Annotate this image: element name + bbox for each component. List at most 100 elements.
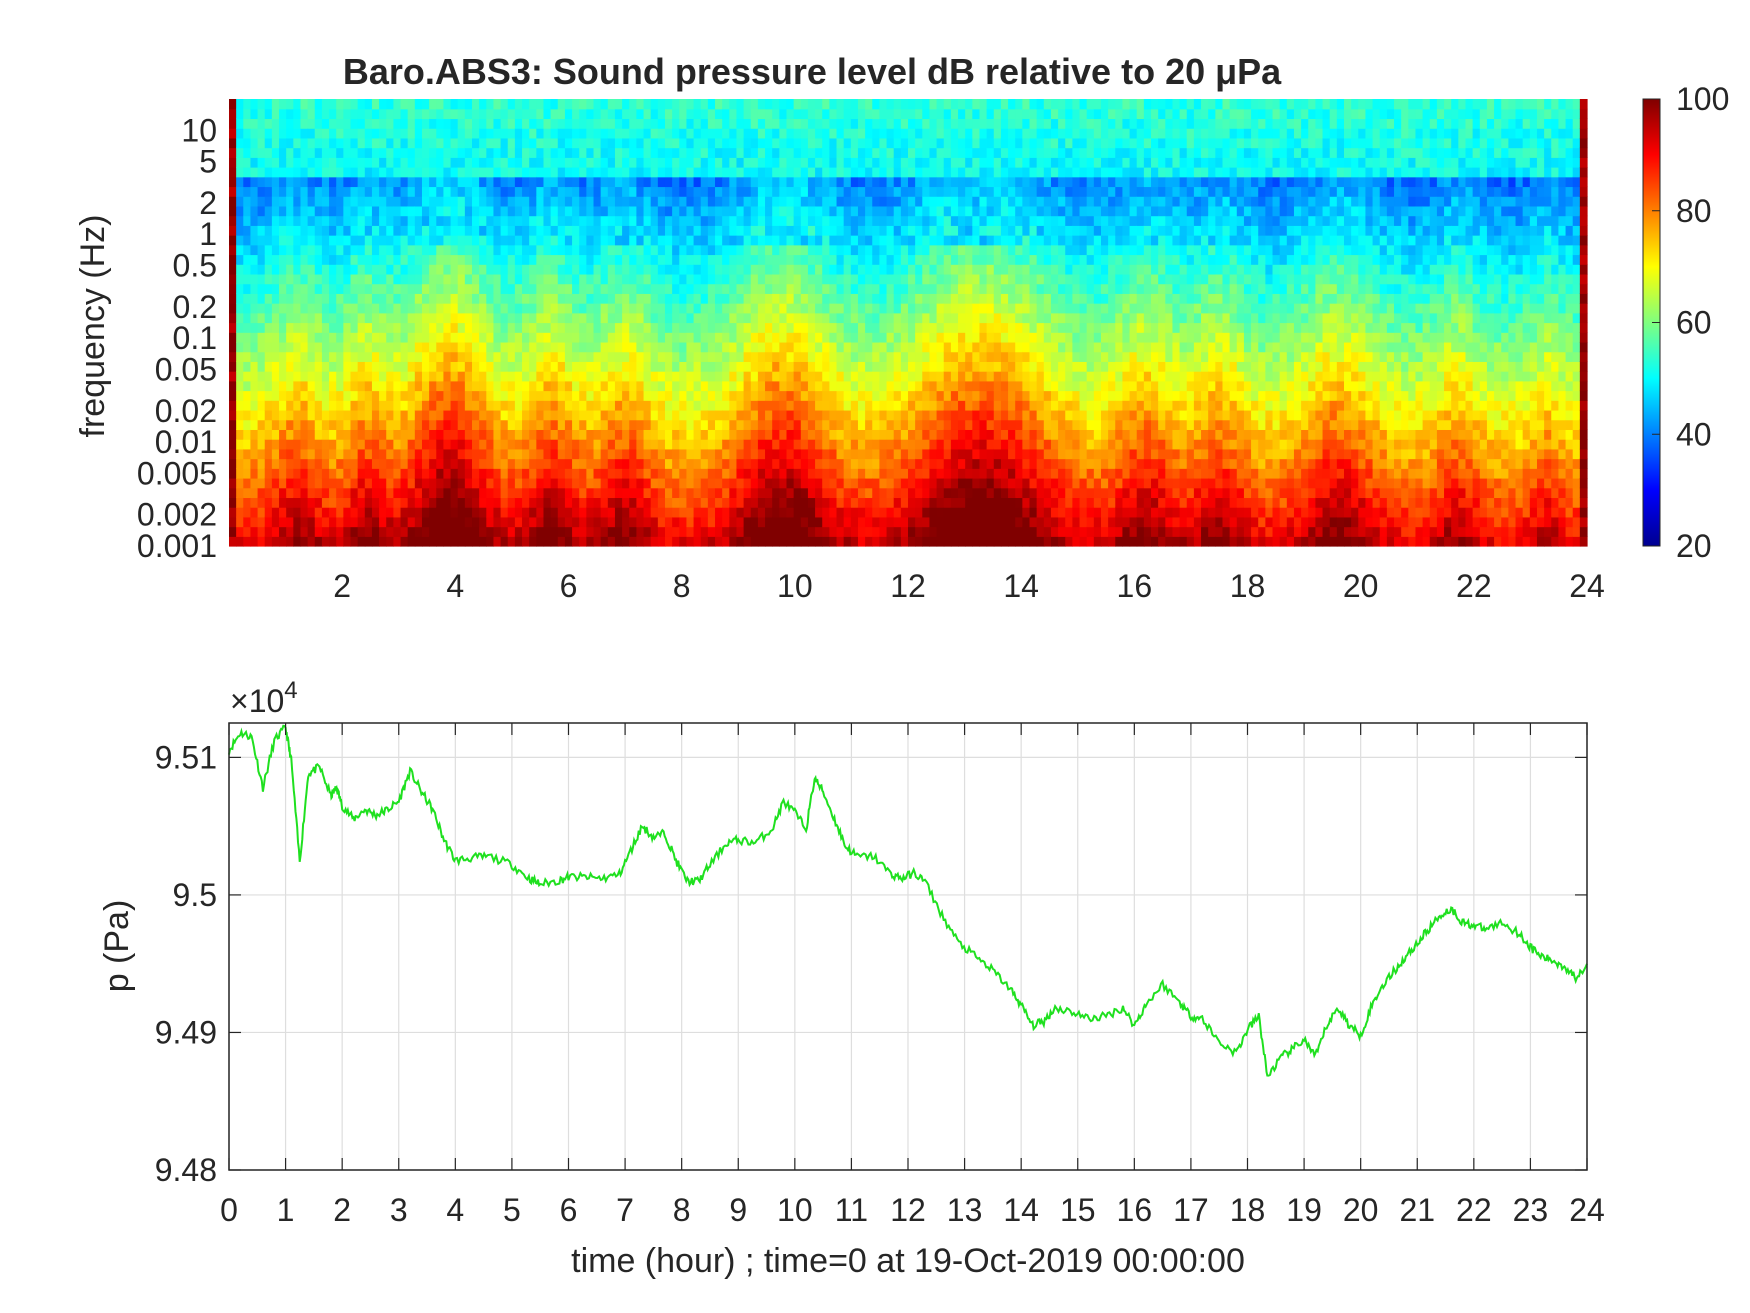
spectrogram-cell bbox=[672, 332, 680, 343]
spectrogram-cell bbox=[779, 128, 788, 139]
spectrogram-cell bbox=[786, 361, 795, 372]
spectrogram-cell bbox=[522, 225, 530, 236]
spectrogram-cell bbox=[729, 507, 738, 518]
spectrogram-cell bbox=[908, 536, 916, 547]
spectrogram-cell bbox=[443, 497, 452, 508]
spectrogram-cell bbox=[557, 254, 566, 265]
spectrogram-cell bbox=[429, 429, 437, 440]
spectrogram-cell bbox=[264, 157, 273, 168]
spectrogram-cell bbox=[364, 137, 373, 149]
spectrogram-cell bbox=[765, 186, 773, 197]
spectrogram-cell bbox=[622, 264, 630, 275]
spectrogram-cell bbox=[807, 409, 816, 421]
spectrogram-cell bbox=[936, 458, 945, 469]
spectrogram-cell bbox=[786, 137, 795, 149]
spectrogram-cell bbox=[386, 400, 394, 411]
spectrogram-cell bbox=[672, 167, 680, 178]
spectrogram-cell bbox=[286, 341, 294, 353]
spectrogram-cell bbox=[371, 186, 380, 197]
spectrogram-cell bbox=[836, 273, 845, 285]
spectrogram-cell bbox=[307, 409, 316, 421]
spectrogram-cell bbox=[972, 322, 981, 333]
spectrogram-cell bbox=[407, 312, 416, 324]
spectrogram-cell bbox=[371, 448, 380, 460]
spectrogram-cell bbox=[600, 332, 609, 343]
spectrogram-cell bbox=[479, 439, 487, 450]
spectrogram-cell bbox=[314, 448, 323, 460]
spectrogram-cell bbox=[979, 429, 988, 440]
spectrogram-cell bbox=[843, 468, 852, 479]
spectrogram-cell bbox=[600, 108, 609, 120]
spectrogram-cell bbox=[872, 351, 881, 362]
spectrogram-cell bbox=[236, 264, 244, 275]
spectrogram-cell bbox=[479, 409, 487, 421]
spectrogram-cell bbox=[664, 507, 673, 518]
spectrogram-cell bbox=[321, 419, 330, 430]
spectrogram-cell bbox=[529, 497, 537, 508]
spectrogram-cell bbox=[286, 205, 294, 217]
spectrogram-cell bbox=[357, 283, 366, 294]
spectrogram-cell bbox=[807, 526, 816, 537]
spectrogram-cell bbox=[379, 507, 387, 518]
spectrogram-cell bbox=[536, 137, 545, 149]
spectrogram-cell bbox=[893, 303, 902, 314]
spectrogram-cell bbox=[750, 283, 759, 294]
spectrogram-cell bbox=[329, 264, 337, 275]
spectrogram-cell bbox=[507, 264, 516, 275]
spectrogram-cell bbox=[664, 332, 673, 343]
spectrogram-cell bbox=[686, 264, 695, 275]
spectrogram-cell bbox=[629, 264, 637, 275]
spectrogram-cell bbox=[450, 536, 459, 547]
spectrogram-cell bbox=[493, 477, 502, 489]
spectrogram-cell bbox=[586, 458, 595, 469]
spectrogram-cell bbox=[600, 215, 609, 226]
spectrogram-cell bbox=[593, 507, 602, 518]
spectrogram-cell bbox=[293, 157, 302, 168]
spectrogram-cell bbox=[843, 312, 852, 324]
spectrogram-cell bbox=[257, 468, 266, 479]
spectrogram-cell bbox=[865, 186, 873, 197]
spectrogram-cell bbox=[229, 351, 237, 362]
spectrogram-cell bbox=[893, 439, 902, 450]
spectrogram-cell bbox=[321, 273, 330, 285]
spectrogram-cell bbox=[286, 264, 294, 275]
spectrogram-cell bbox=[464, 99, 473, 110]
spectrogram-cell bbox=[457, 186, 466, 197]
spectrogram-cell bbox=[843, 516, 852, 528]
spectrogram-cell bbox=[879, 205, 888, 217]
spectrogram-cell bbox=[972, 516, 981, 528]
spectrogram-cell bbox=[271, 215, 280, 226]
spectrogram-cell bbox=[786, 303, 795, 314]
spectrogram-cell bbox=[765, 409, 773, 421]
spectrogram-cell bbox=[908, 507, 916, 518]
spectrogram-cell bbox=[279, 429, 287, 440]
spectrogram-cell bbox=[257, 293, 266, 304]
spectrogram-cell bbox=[743, 371, 752, 382]
spectrogram-cell bbox=[557, 390, 566, 401]
spectrogram-cell bbox=[593, 196, 602, 207]
spectrogram-cell bbox=[614, 186, 623, 197]
spectrogram-cell bbox=[550, 468, 559, 479]
spectrogram-cell bbox=[579, 186, 587, 197]
spectrogram-cell bbox=[900, 147, 909, 158]
spectrogram-cell bbox=[529, 361, 537, 372]
spectrogram-cell bbox=[557, 157, 566, 168]
spectrogram-cell bbox=[857, 273, 866, 285]
spectrogram-cell bbox=[414, 312, 423, 324]
spectrogram-cell bbox=[243, 322, 252, 333]
spectrogram-cell bbox=[321, 128, 330, 139]
spectrogram-cell bbox=[329, 176, 337, 188]
spectrogram-cell bbox=[500, 293, 509, 304]
spectrogram-cell bbox=[715, 303, 723, 314]
spectrogram-cell bbox=[436, 254, 445, 265]
spectrogram-cell bbox=[536, 516, 545, 528]
spectrogram-cell bbox=[350, 312, 359, 324]
spectrogram-cell bbox=[343, 536, 352, 547]
spectrogram-cell bbox=[522, 341, 530, 353]
spectrogram-cell bbox=[636, 361, 645, 372]
spectrogram-cell bbox=[908, 128, 916, 139]
spectrogram-cell bbox=[672, 273, 680, 285]
spectrogram-cell bbox=[421, 264, 430, 275]
spectrogram-cell bbox=[865, 526, 873, 537]
spectrogram-cell bbox=[614, 312, 623, 324]
